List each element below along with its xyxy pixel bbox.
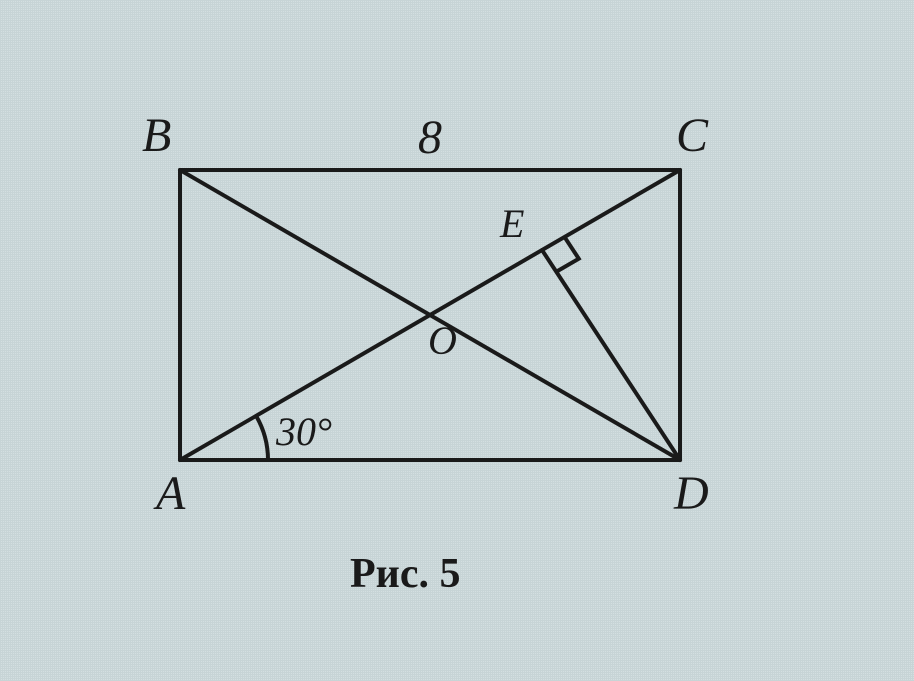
vertex-label-B: B <box>142 108 171 163</box>
figure-stage: B C A D E O 8 30° Рис. 5 <box>0 0 914 681</box>
point-label-E: E <box>500 200 524 247</box>
figure-caption: Рис. 5 <box>350 550 461 598</box>
vertex-label-C: C <box>676 108 708 163</box>
side-length-BC: 8 <box>418 110 442 165</box>
point-label-O: O <box>428 317 457 364</box>
angle-label-A: 30° <box>276 408 332 455</box>
vertex-label-D: D <box>674 466 709 521</box>
vertex-label-A: A <box>156 466 185 521</box>
